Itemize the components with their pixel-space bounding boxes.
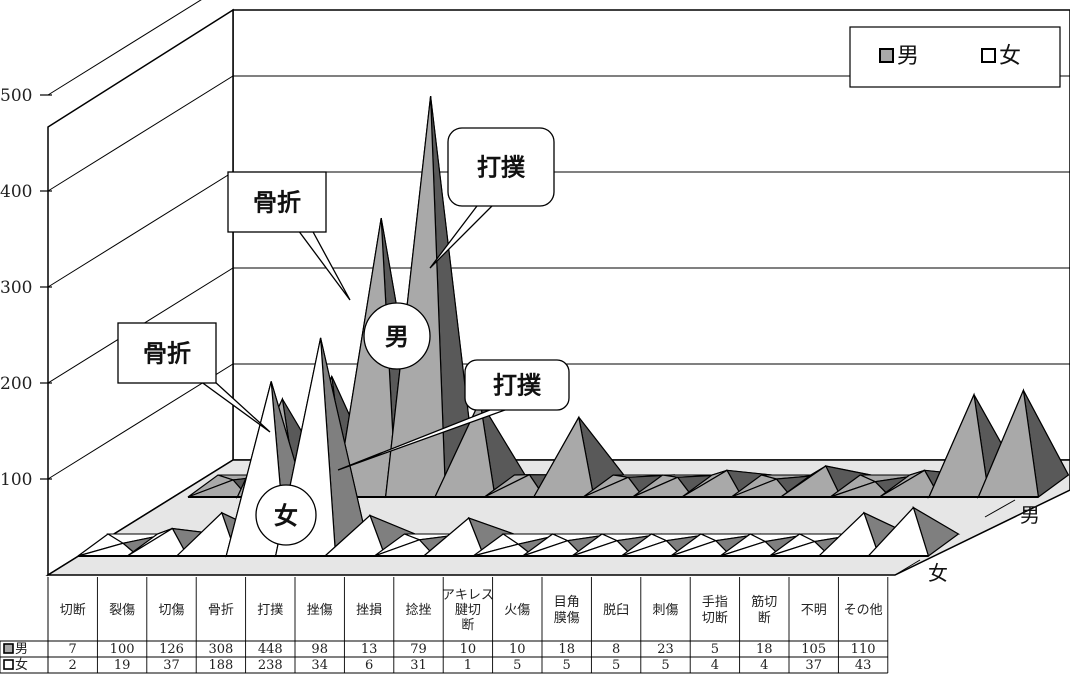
callout-label: 打撲 xyxy=(477,154,526,182)
table-cell: 105 xyxy=(801,642,826,657)
table-cell: 10 xyxy=(509,642,526,657)
callout-box xyxy=(464,359,570,411)
series-marker-circle xyxy=(363,302,431,370)
row-swatch xyxy=(3,659,14,670)
callout-label: 骨折 xyxy=(253,189,301,217)
table-cell: 18 xyxy=(558,642,575,657)
row-swatch xyxy=(3,643,14,654)
gridline xyxy=(47,75,1070,192)
row-label: 男 xyxy=(15,642,28,657)
category-label: 切断 xyxy=(60,603,86,618)
gridline xyxy=(47,267,1070,384)
category-label: 挫損 xyxy=(356,603,382,618)
depth-label: 女 xyxy=(928,561,948,585)
callout-box xyxy=(117,322,217,384)
series-marker-label: 男 xyxy=(385,323,409,351)
table-cell: 34 xyxy=(311,658,328,673)
table-cell: 19 xyxy=(114,658,131,673)
depth-labels: 男女 xyxy=(894,499,1040,585)
table-cell: 98 xyxy=(311,642,328,657)
category-label: 裂傷 xyxy=(109,603,135,618)
category-label: 断 xyxy=(758,611,771,626)
table-cell: 308 xyxy=(208,642,233,657)
callout-label: 骨折 xyxy=(143,340,191,368)
series-marker-circle xyxy=(255,484,317,546)
row-label: 女 xyxy=(15,657,28,673)
table-cell: 8 xyxy=(612,642,620,657)
category-label: その他 xyxy=(844,603,883,618)
table-cell: 7 xyxy=(69,642,77,657)
category-label: 骨折 xyxy=(208,603,234,618)
table-cell: 238 xyxy=(258,658,283,673)
y-axis: 100 200 300 400 500 xyxy=(0,86,52,490)
table-cell: 5 xyxy=(612,658,620,673)
category-label: 切断 xyxy=(702,611,728,626)
depth-tick xyxy=(984,499,1016,518)
table-cell: 31 xyxy=(410,658,427,673)
table-cell: 23 xyxy=(657,642,674,657)
y-tick-label: 100 xyxy=(0,470,32,490)
category-label: 捻挫 xyxy=(405,603,431,618)
table-cell: 43 xyxy=(855,658,872,673)
table-cell: 100 xyxy=(110,642,135,657)
y-tick-label: 400 xyxy=(0,182,32,202)
category-label: 打撲 xyxy=(257,603,283,618)
table-cell: 1 xyxy=(464,658,472,673)
table-cell: 79 xyxy=(410,642,427,657)
table-cell: 13 xyxy=(361,642,378,657)
table-cell: 5 xyxy=(661,658,669,673)
category-label: 不明 xyxy=(801,603,827,618)
y-tick-label: 500 xyxy=(0,86,32,106)
category-label: 断 xyxy=(461,618,474,633)
table-cell: 37 xyxy=(163,658,180,673)
gridline xyxy=(47,363,1070,480)
legend: 男女 xyxy=(849,26,1061,88)
table-cell: 6 xyxy=(365,658,373,673)
gridlines xyxy=(47,0,1070,480)
table-cell: 5 xyxy=(563,658,571,673)
series-marker-label: 女 xyxy=(274,502,298,530)
category-label: 刺傷 xyxy=(652,603,678,618)
category-label: アキレス xyxy=(442,588,494,603)
table-cell: 110 xyxy=(851,642,876,657)
table-cell: 188 xyxy=(208,658,233,673)
table-cell: 2 xyxy=(69,658,77,673)
table-cell: 37 xyxy=(805,658,822,673)
category-label: 手指 xyxy=(702,595,728,610)
depth-label: 男 xyxy=(1020,503,1040,527)
table-cell: 4 xyxy=(711,658,719,673)
category-label: 腱切 xyxy=(455,603,481,618)
table-cell: 5 xyxy=(711,642,719,657)
table-cell: 448 xyxy=(258,642,283,657)
category-label: 脱臼 xyxy=(603,603,629,618)
callout-box xyxy=(447,127,555,207)
callout-box xyxy=(227,171,327,233)
category-label: 目角 xyxy=(554,595,580,610)
table-cell: 18 xyxy=(756,642,773,657)
y-tick-label: 300 xyxy=(0,278,32,298)
depth-tick xyxy=(894,559,921,576)
category-label: 膜傷 xyxy=(554,611,580,626)
category-label: 火傷 xyxy=(504,603,530,618)
table-cell: 10 xyxy=(460,642,477,657)
gridline xyxy=(47,0,202,96)
category-label: 切傷 xyxy=(158,603,184,618)
legend-label: 男 xyxy=(897,44,919,69)
y-tick-label: 200 xyxy=(0,374,32,394)
table-cell: 4 xyxy=(760,658,768,673)
table-cell: 126 xyxy=(159,642,184,657)
category-label: 挫傷 xyxy=(307,603,333,618)
legend-label: 女 xyxy=(999,44,1021,69)
legend-swatch xyxy=(981,48,996,63)
legend-swatch xyxy=(879,48,894,63)
callout-label: 打撲 xyxy=(493,372,542,400)
table-cell: 5 xyxy=(513,658,521,673)
category-label: 筋切 xyxy=(751,594,777,610)
